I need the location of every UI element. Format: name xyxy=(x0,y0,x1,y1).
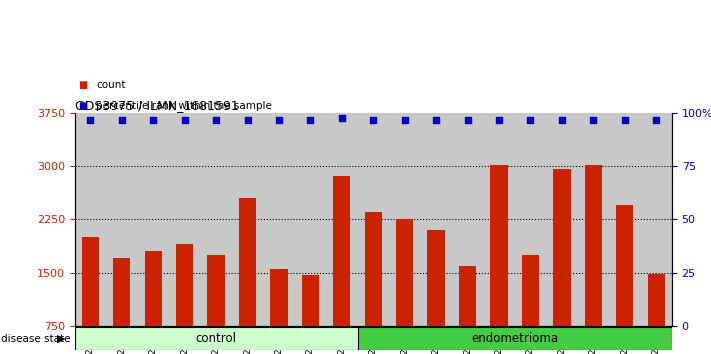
Bar xyxy=(270,269,288,354)
Point xyxy=(493,117,505,122)
Point xyxy=(179,117,191,122)
Text: endometrioma: endometrioma xyxy=(471,332,558,346)
Point xyxy=(619,117,631,122)
Point xyxy=(85,117,96,122)
Bar xyxy=(584,165,602,354)
Bar xyxy=(75,327,358,350)
Point xyxy=(462,117,474,122)
Point xyxy=(116,117,127,122)
Point xyxy=(305,117,316,122)
Bar xyxy=(239,198,256,354)
Point xyxy=(525,117,536,122)
Text: control: control xyxy=(196,332,237,346)
Bar xyxy=(82,237,99,354)
Bar xyxy=(396,219,413,354)
Bar xyxy=(459,266,476,354)
Bar xyxy=(427,230,445,354)
Bar xyxy=(144,251,162,354)
Point xyxy=(556,117,567,122)
Bar xyxy=(365,212,382,354)
Text: GDS3975 / ILMN_1681591: GDS3975 / ILMN_1681591 xyxy=(75,99,238,112)
Bar xyxy=(358,327,672,350)
Point xyxy=(242,117,253,122)
Bar xyxy=(176,244,193,354)
Point xyxy=(587,117,599,122)
Text: count: count xyxy=(96,80,125,90)
Text: ■: ■ xyxy=(78,80,87,90)
Text: ▶: ▶ xyxy=(57,334,65,344)
Bar xyxy=(522,255,539,354)
Bar xyxy=(648,274,665,354)
Point xyxy=(399,117,410,122)
Bar xyxy=(301,275,319,354)
Point xyxy=(148,117,159,122)
Point xyxy=(651,117,662,122)
Bar xyxy=(333,176,351,354)
Point xyxy=(273,117,284,122)
Bar xyxy=(208,255,225,354)
Bar xyxy=(553,169,570,354)
Bar xyxy=(616,205,634,354)
Bar xyxy=(113,258,130,354)
Text: disease state: disease state xyxy=(1,334,71,344)
Text: ■: ■ xyxy=(78,101,87,111)
Point xyxy=(368,117,379,122)
Point xyxy=(336,115,348,120)
Text: percentile rank within the sample: percentile rank within the sample xyxy=(96,101,272,111)
Bar xyxy=(491,165,508,354)
Point xyxy=(210,117,222,122)
Point xyxy=(430,117,442,122)
